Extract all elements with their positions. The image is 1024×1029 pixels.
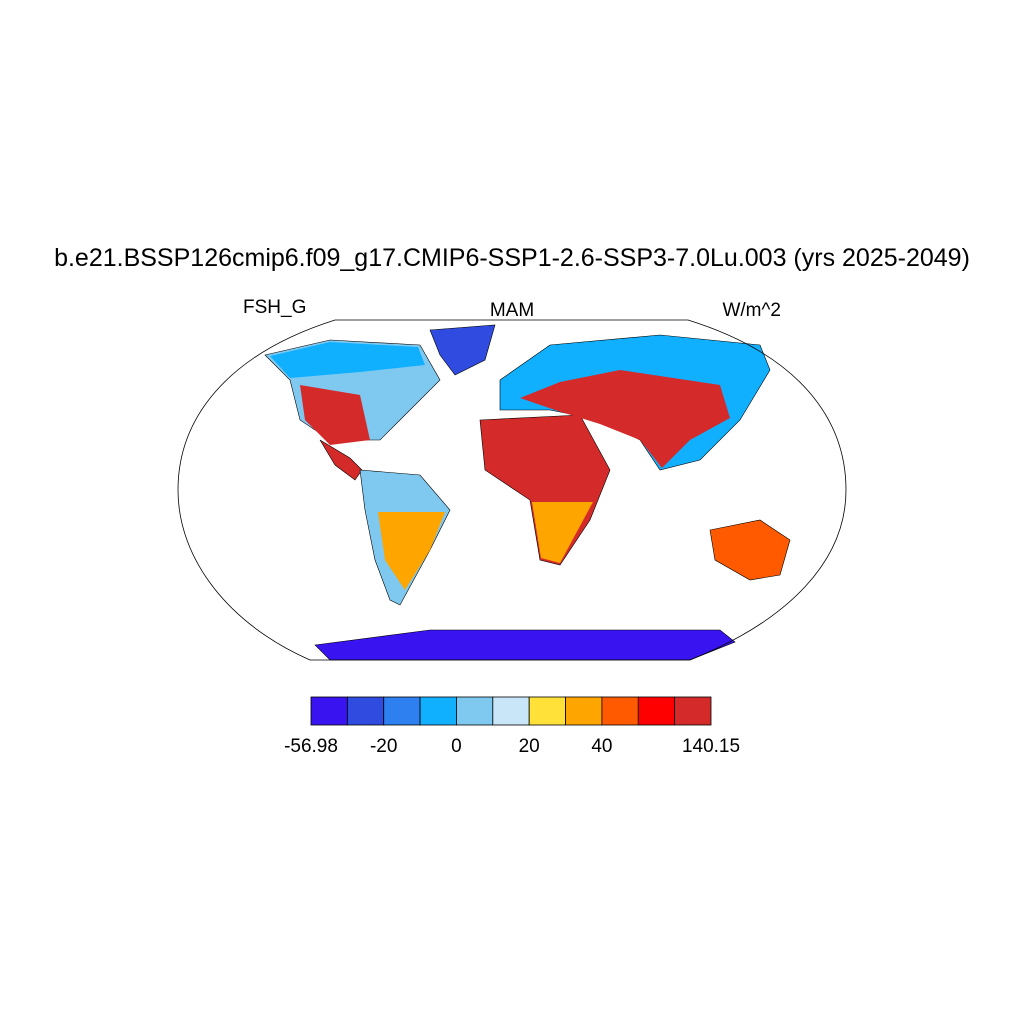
right-string: W/m^2 <box>722 300 781 321</box>
colorbar-box <box>456 696 494 726</box>
colorbar-box <box>310 696 348 726</box>
colorbar-label: 140.15 <box>682 736 740 757</box>
colorbar-box <box>565 696 603 726</box>
africa-south <box>532 502 593 563</box>
colorbar-box <box>637 696 676 726</box>
south-america-south <box>378 512 445 590</box>
colorbar-label: 0 <box>451 736 462 757</box>
colorbar-box <box>383 696 421 726</box>
greenland <box>429 324 496 376</box>
colorbar-box <box>492 696 530 726</box>
colorbar-box <box>674 696 712 726</box>
colorbar-box <box>601 696 639 726</box>
north-america-north <box>270 342 425 378</box>
map <box>177 319 847 661</box>
colorbar-box <box>528 696 566 726</box>
colorbar-label: 40 <box>591 736 612 757</box>
colorbar-label: -56.98 <box>284 736 338 757</box>
left-string: FSH_G <box>243 297 306 318</box>
colorbar-box <box>419 696 457 726</box>
north-america-southwest <box>300 385 370 445</box>
colorbar: -56.98 -20 0 20 40 140.15 <box>284 696 740 757</box>
antarctica <box>314 629 736 661</box>
center-string: MAM <box>490 300 534 321</box>
title: b.e21.BSSP126cmip6.f09_g17.CMIP6-SSP1-2.… <box>54 244 970 272</box>
eurasia-arid <box>520 370 730 468</box>
colorbar-box <box>346 696 385 726</box>
map-outline <box>177 319 847 661</box>
australia <box>709 519 791 581</box>
colorbar-label: -20 <box>370 736 397 757</box>
central-america <box>319 439 363 481</box>
colorbar-label: 20 <box>519 736 540 757</box>
